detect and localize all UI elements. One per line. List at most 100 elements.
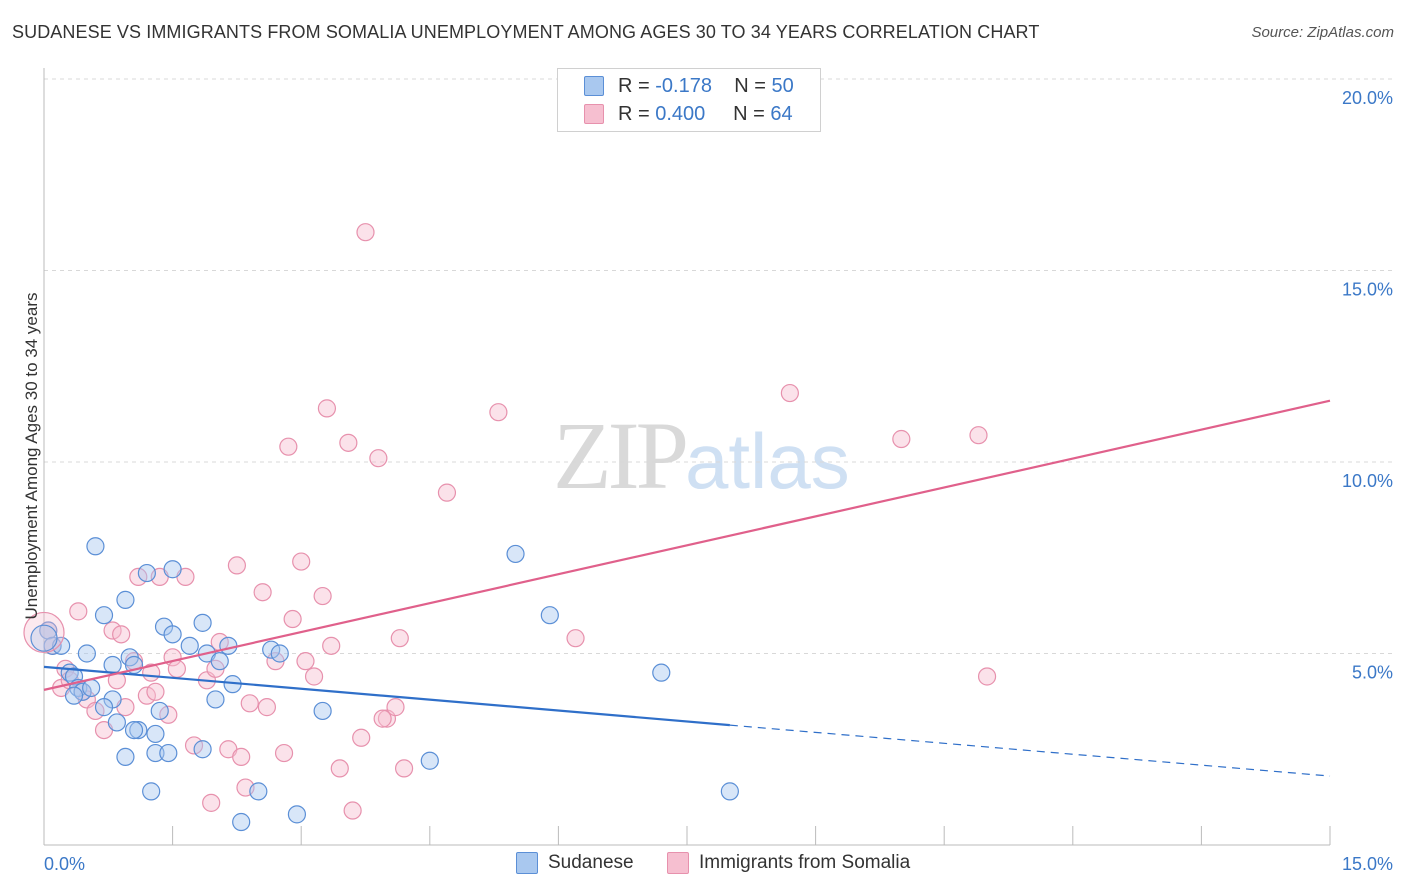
sudanese-point xyxy=(77,644,96,663)
somalia-point xyxy=(232,747,251,767)
legend-label-somalia: Immigrants from Somalia xyxy=(699,852,911,873)
grid xyxy=(44,78,1395,654)
sudanese-trend-extension xyxy=(729,724,1331,777)
legend-n-label: N = xyxy=(733,102,765,125)
sudanese-point xyxy=(210,652,229,671)
legend-n-label: N = xyxy=(734,74,766,97)
somalia-point xyxy=(137,686,156,705)
somalia-swatch xyxy=(667,852,689,874)
somalia-point xyxy=(343,801,362,820)
sudanese-point xyxy=(249,782,268,801)
somalia-point xyxy=(112,625,131,644)
watermark-atlas: atlas xyxy=(685,417,850,505)
somalia-point xyxy=(146,682,165,701)
sudanese-point xyxy=(124,720,144,740)
watermark-zip: ZIP xyxy=(553,402,689,509)
somalia-point xyxy=(279,437,298,456)
sudanese-point xyxy=(720,782,739,801)
sudanese-point xyxy=(146,743,165,763)
somalia-point xyxy=(566,629,585,648)
somalia-point xyxy=(386,698,405,717)
sudanese-point xyxy=(193,740,212,759)
sudanese-trend-line xyxy=(43,665,730,727)
x-tick-label: 0.0% xyxy=(44,854,85,874)
somalia-point xyxy=(103,621,122,640)
sudanese-point xyxy=(82,678,101,698)
tick-labels: 5.0% 10.0% 15.0% 20.0% 0.0% 15.0% Unemployment… xyxy=(22,88,1393,874)
sudanese-swatch xyxy=(516,852,538,874)
somalia-cluster-point xyxy=(23,611,65,654)
sudanese-point xyxy=(73,682,92,701)
sudanese-point xyxy=(652,663,671,682)
sudanese-point xyxy=(64,686,84,705)
sudanese-point xyxy=(159,743,178,763)
sudanese-point xyxy=(193,613,212,632)
sudanese-point xyxy=(150,701,169,721)
axes xyxy=(43,68,1331,846)
somalia-point xyxy=(167,659,186,678)
sudanese-point xyxy=(103,655,122,675)
somalia-point xyxy=(356,223,375,242)
y-tick-label: 10.0% xyxy=(1342,471,1393,491)
sudanese-point xyxy=(146,724,165,744)
sudanese-point xyxy=(232,812,251,832)
sudanese-point xyxy=(94,698,114,717)
sudanese-point xyxy=(129,720,148,740)
somalia-point xyxy=(292,552,311,571)
watermark: ZIPatlas xyxy=(553,400,850,511)
somalia-point xyxy=(296,652,315,671)
sudanese-swatch xyxy=(584,76,604,96)
sudanese-point xyxy=(163,560,182,579)
legend-row-sudanese: R = -0.178 N = 50 xyxy=(584,71,794,101)
somalia-point xyxy=(184,736,204,755)
sudanese-point xyxy=(94,606,114,625)
data-points xyxy=(23,223,997,832)
sudanese-point xyxy=(540,606,559,625)
legend-r-value: 0.400 xyxy=(655,102,706,125)
sudanese-point xyxy=(219,636,238,655)
sudanese-point xyxy=(262,640,281,659)
somalia-point xyxy=(240,694,259,713)
legend-item-sudanese: Sudanese xyxy=(516,852,634,874)
sudanese-point xyxy=(287,805,307,824)
correlation-legend: R = -0.178 N = 50 R = 0.400 N = 64 xyxy=(557,68,821,132)
y-tick-label: 20.0% xyxy=(1342,88,1393,108)
legend-r-label: R = xyxy=(618,102,650,125)
somalia-point xyxy=(227,556,246,575)
legend-n-value: 50 xyxy=(771,74,794,97)
legend-item-somalia: Immigrants from Somalia xyxy=(667,852,910,874)
sudanese-point xyxy=(142,782,161,801)
somalia-point xyxy=(86,701,105,721)
somalia-trend-line xyxy=(43,399,1331,691)
somalia-point xyxy=(390,629,409,648)
somalia-point xyxy=(257,698,277,717)
sudanese-point xyxy=(313,701,332,721)
sudanese-point xyxy=(137,563,156,583)
y-axis-label: Unemployment Among Ages 30 to 34 years xyxy=(22,293,41,620)
somalia-point xyxy=(202,793,221,812)
y-tick-label: 15.0% xyxy=(1342,280,1393,300)
sudanese-point xyxy=(420,751,439,770)
somalia-point xyxy=(69,602,88,621)
source-credit: Source: ZipAtlas.com xyxy=(1251,24,1394,41)
somalia-point xyxy=(394,759,414,778)
legend-r-value: -0.178 xyxy=(655,74,712,97)
sudanese-cluster-point xyxy=(30,624,58,652)
legend-n-value: 64 xyxy=(770,102,793,125)
sudanese-point xyxy=(270,644,289,663)
somalia-point xyxy=(253,583,272,602)
somalia-point xyxy=(330,759,349,778)
x-tick-label: 15.0% xyxy=(1342,854,1393,874)
somalia-point xyxy=(313,586,332,606)
sudanese-point xyxy=(116,590,135,609)
somalia-point xyxy=(969,426,988,445)
somalia-point xyxy=(369,449,388,468)
somalia-point xyxy=(129,567,148,587)
legend-r-label: R = xyxy=(618,74,650,97)
somalia-point xyxy=(317,399,337,418)
sudanese-point xyxy=(180,636,199,655)
sudanese-point xyxy=(206,690,225,709)
chart-title: SUDANESE VS IMMIGRANTS FROM SOMALIA UNEM… xyxy=(12,22,1040,42)
somalia-point xyxy=(437,483,457,502)
